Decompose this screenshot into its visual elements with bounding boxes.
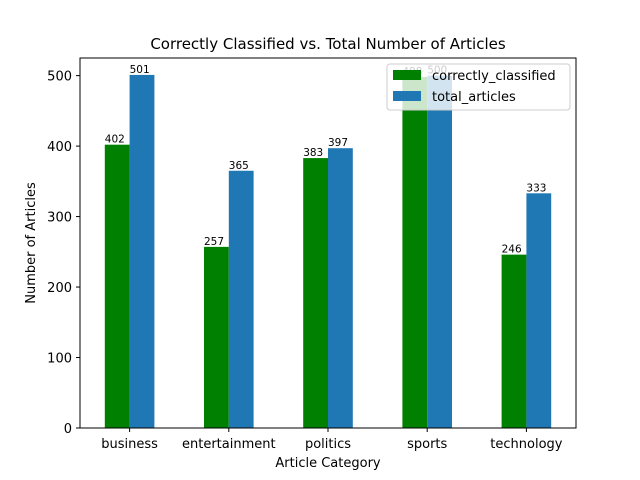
bar-correctly-classified-sports — [402, 77, 428, 429]
x-tick-label-business: business — [101, 437, 158, 452]
x-tick-label-technology: technology — [490, 437, 562, 452]
data-label-correctly-classified-business: 402 — [105, 134, 125, 146]
y-axis-label: Number of Articles — [24, 182, 39, 304]
y-axis: 0 100 200 300 400 500 — [47, 70, 80, 437]
y-tick-label-400: 400 — [47, 140, 72, 155]
plot-frame — [79, 57, 577, 429]
x-tick-label-sports: sports — [407, 437, 447, 452]
legend-box — [386, 63, 571, 111]
legend-swatch-total-articles — [393, 91, 421, 101]
data-label-total-articles-business: 501 — [130, 64, 150, 76]
bar-total-articles-politics — [328, 148, 353, 428]
y-tick-label-500: 500 — [47, 70, 72, 85]
data-label-correctly-classified-entertainment: 257 — [204, 236, 224, 248]
data-label-total-articles-technology: 333 — [526, 182, 546, 194]
data-label-correctly-classified-technology: 246 — [502, 244, 522, 256]
y-tick-label-0: 0 — [64, 422, 72, 437]
chart-title: Correctly Classified vs. Total Number of… — [150, 35, 506, 53]
x-axis-label: Article Category — [275, 456, 381, 471]
bars-group — [104, 74, 552, 429]
bar-correctly-classified-politics — [303, 158, 328, 429]
bar-total-articles-technology — [526, 193, 552, 428]
bar-correctly-classified-business — [104, 144, 130, 428]
data-label-total-articles-politics: 397 — [328, 137, 348, 149]
y-tick-label-100: 100 — [47, 352, 72, 367]
bar-total-articles-business — [129, 74, 155, 429]
data-label-total-articles-entertainment: 365 — [229, 160, 249, 172]
x-tick-label-entertainment: entertainment — [182, 437, 276, 452]
x-tick-label-politics: politics — [305, 437, 351, 452]
bar-correctly-classified-entertainment — [204, 246, 229, 428]
bar-correctly-classified-technology — [501, 254, 527, 428]
bar-total-articles-sports — [427, 75, 452, 428]
legend-label-correctly-classified: correctly_classified — [432, 69, 556, 84]
y-tick-label-200: 200 — [47, 281, 72, 296]
data-label-correctly-classified-politics: 383 — [303, 147, 323, 159]
legend-label-total-articles: total_articles — [432, 90, 516, 105]
bar-total-articles-entertainment — [228, 170, 254, 428]
legend: correctly_classified total_articles — [386, 63, 571, 111]
legend-swatch-correctly-classified — [393, 70, 421, 80]
x-axis: business entertainment politics sports techn… — [101, 428, 563, 452]
y-tick-label-300: 300 — [47, 211, 72, 226]
